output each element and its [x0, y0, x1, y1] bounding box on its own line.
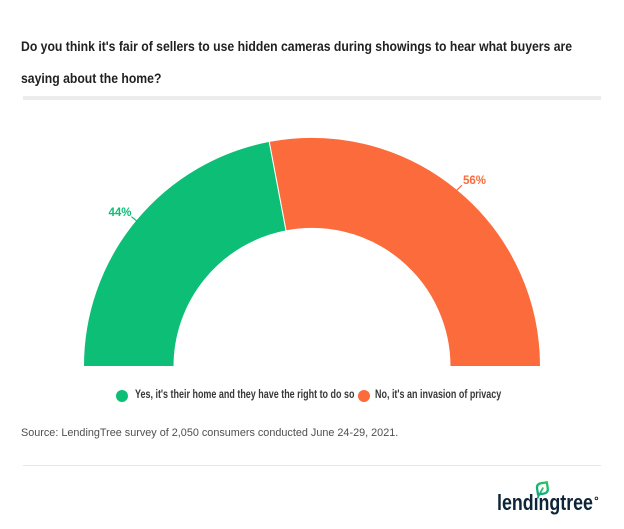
svg-text:56%: 56% — [463, 175, 486, 187]
svg-text:lendıngtree: lendıngtree — [497, 491, 593, 515]
svg-text:44%: 44% — [109, 207, 132, 219]
